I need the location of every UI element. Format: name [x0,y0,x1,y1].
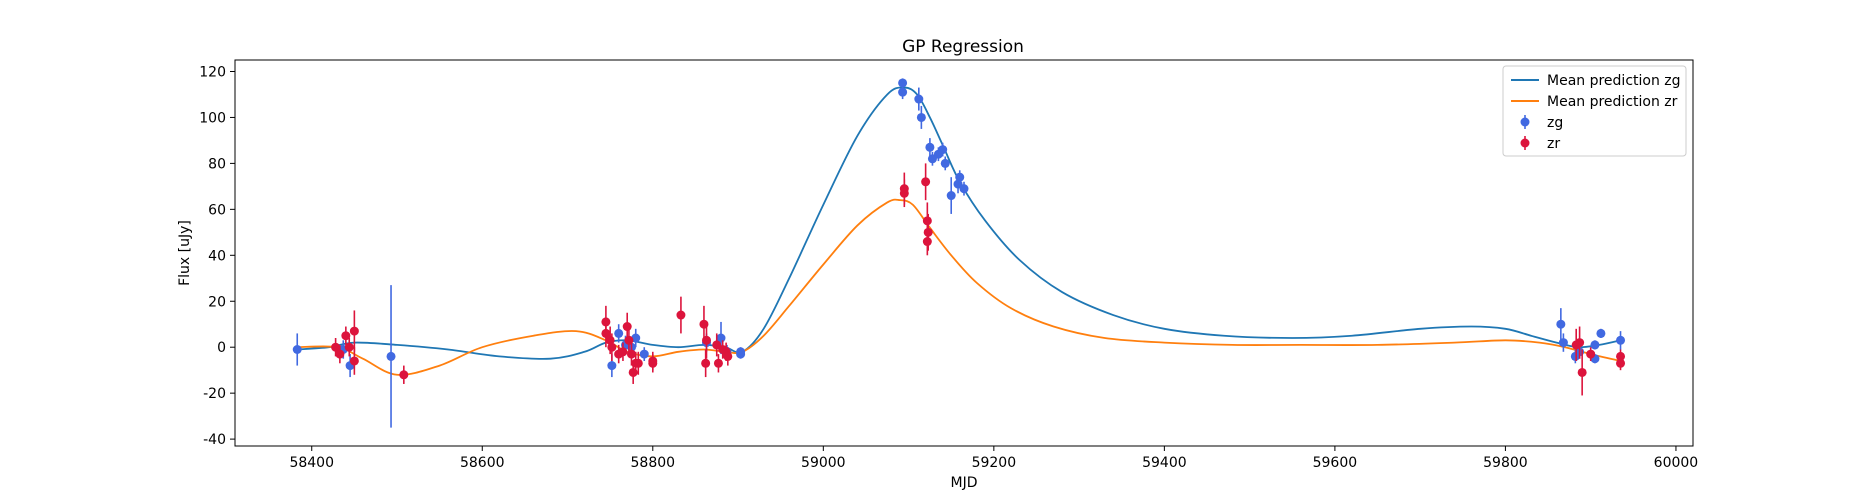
data-point [1556,319,1566,329]
legend-marker-swatch [1520,117,1530,127]
data-point [923,227,933,237]
series-points-zg [292,78,1626,428]
x-tick-label: 59800 [1483,455,1528,471]
data-point [723,351,733,361]
plot-area [292,78,1626,428]
y-tick-label: -40 [203,432,226,448]
data-point [898,78,908,88]
data-point [614,328,624,338]
data-point [959,184,969,194]
data-point [702,335,712,345]
data-point [1616,335,1626,345]
data-point [618,347,628,357]
data-point [622,322,632,332]
x-tick-label: 59000 [801,455,846,471]
data-point [633,358,643,368]
y-tick-label: 0 [217,340,226,356]
data-point [922,237,932,247]
data-point [349,326,359,336]
data-point [676,310,686,320]
data-point [292,345,302,354]
data-point [607,361,617,371]
data-point [716,333,726,343]
data-point [701,358,711,368]
y-tick-label: 80 [208,156,226,172]
legend-label: zr [1547,136,1560,152]
x-tick-label: 58400 [289,455,334,471]
data-point [955,172,965,182]
data-point [946,191,956,201]
x-tick-label: 59400 [1142,455,1187,471]
data-point [1616,358,1626,368]
data-point [940,158,950,168]
x-axis-label: MJD [951,475,978,491]
data-point [713,358,723,368]
x-axis: 58400 58600 58800 59000 59200 59400 59600 59800… [289,446,1698,471]
y-tick-label: -20 [203,386,226,402]
x-tick-label: 58600 [460,455,505,471]
legend-label: Mean prediction zr [1547,94,1678,110]
x-tick-label: 58800 [631,455,676,471]
data-point [736,349,746,359]
data-point [631,333,641,343]
data-point [626,349,636,359]
data-point [624,335,634,345]
data-point [341,331,351,341]
data-point [399,370,409,380]
data-point [386,351,396,361]
data-point [1586,349,1596,359]
x-tick-label: 59200 [972,455,1017,471]
y-tick-label: 60 [208,202,226,218]
data-point [639,349,649,359]
y-tick-label: 40 [208,248,226,264]
data-point [922,216,932,226]
y-tick-label: 120 [199,64,226,80]
series-points-zr [331,163,1626,396]
data-point [921,177,931,187]
data-point [1596,328,1606,338]
x-tick-label: 59600 [1313,455,1358,471]
data-point [344,342,354,352]
legend-marker-swatch [1520,138,1530,148]
data-point [916,112,926,122]
series-line-mean-prediction-zg [297,86,1621,360]
series-line-mean-prediction-zr [297,198,1621,376]
data-point [938,145,948,155]
data-point [1575,338,1585,348]
data-point [335,349,345,359]
data-point [899,188,909,198]
data-point [349,356,359,366]
data-point [925,142,935,152]
data-point [1577,367,1587,377]
y-axis: -40 -20 0 20 40 60 80 100 120 [199,64,235,448]
legend-label: zg [1547,115,1563,131]
plot-frame [234,59,1694,447]
data-point [607,342,617,352]
y-tick-label: 100 [199,110,226,126]
legend: Mean prediction zg Mean prediction zr zg zr [1502,65,1687,157]
y-tick-label: 20 [208,294,226,310]
data-point [601,328,611,338]
data-point [898,87,908,97]
legend-frame [1502,65,1687,157]
chart-title: GP Regression [902,37,1024,57]
x-tick-label: 60000 [1654,455,1699,471]
data-point [1558,338,1568,348]
data-point [648,356,658,366]
data-point [1590,340,1600,350]
y-axis-label: Flux [uJy] [177,220,193,286]
data-point [331,342,341,352]
data-point [914,94,924,104]
legend-label: Mean prediction zg [1547,73,1681,89]
